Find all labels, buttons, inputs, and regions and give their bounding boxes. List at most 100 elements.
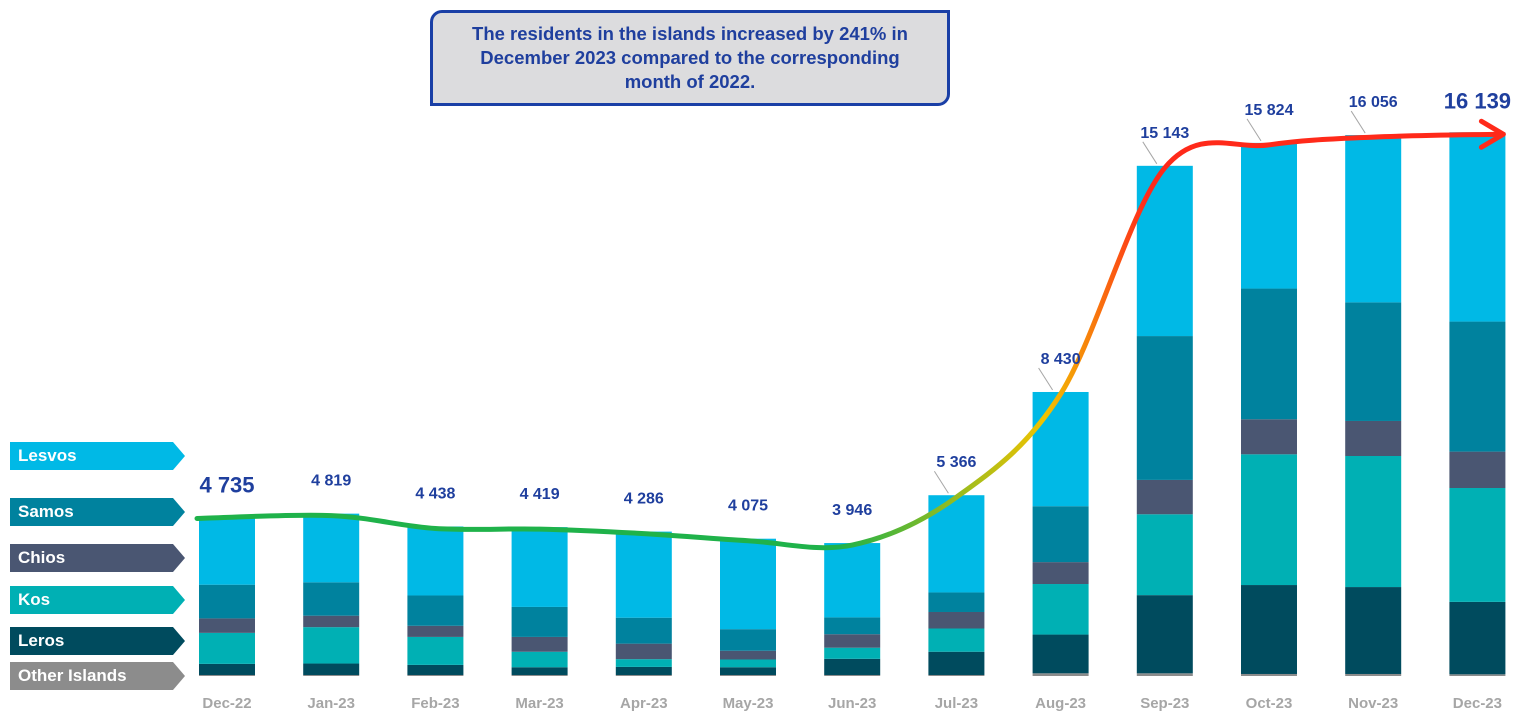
bar-segment-chios — [511, 636, 568, 652]
bar-segment-lesvos — [303, 513, 360, 583]
bar-stack-sep-23 — [1136, 165, 1193, 676]
legend-item-samos: Samos — [10, 498, 185, 526]
bar-stack-mar-23 — [511, 527, 568, 676]
bar-segment-chios — [615, 643, 672, 660]
x-tick-label: Oct-23 — [1246, 695, 1293, 712]
bar-segment-leros — [511, 667, 568, 675]
x-tick-label: May-23 — [723, 695, 774, 712]
bar-stack-jul-23 — [928, 495, 985, 676]
bar-segment-samos — [303, 582, 360, 616]
bar-segment-kos — [720, 659, 776, 668]
bar-segment-chios — [720, 650, 776, 660]
bar-segment-other-islands — [511, 674, 568, 676]
bar-segment-lesvos — [1449, 132, 1506, 322]
bar-segment-leros — [720, 667, 776, 675]
bars-group — [199, 132, 1506, 676]
legend-swatch — [10, 498, 185, 526]
bar-segment-leros — [615, 666, 672, 675]
total-labels-group: 4 735 4 819 4 438 4 419 4 286 4 075 3 946 5 366… — [199, 88, 1511, 519]
bar-segment-samos — [928, 592, 985, 612]
bar-segment-leros — [407, 664, 464, 675]
legend-label: Chios — [18, 548, 66, 567]
bar-segment-chios — [1136, 479, 1193, 515]
x-tick-label: Jul-23 — [935, 695, 978, 712]
legend-item-kos: Kos — [10, 586, 185, 614]
bar-segment-other-islands — [615, 674, 672, 676]
x-tick-label: Dec-22 — [202, 695, 251, 712]
bar-segment-samos — [615, 617, 672, 644]
legend-label: Other Islands — [18, 666, 127, 685]
bar-segment-lesvos — [407, 526, 464, 596]
legend-label: Samos — [18, 502, 74, 521]
bar-segment-samos — [1241, 288, 1297, 420]
bar-segment-other-islands — [824, 674, 881, 676]
bar-segment-leros — [199, 663, 255, 675]
bar-segment-chios — [303, 615, 360, 628]
bar-segment-kos — [199, 632, 255, 664]
legend-item-chios: Chios — [10, 544, 185, 572]
callout-text: The residents in the islands increased b… — [472, 23, 908, 92]
bar-stack-nov-23 — [1345, 135, 1402, 676]
bar-segment-leros — [928, 651, 985, 675]
legend-swatch — [10, 442, 185, 470]
bar-segment-chios — [928, 611, 985, 629]
bar-segment-leros — [1345, 587, 1402, 674]
trend-line — [194, 131, 1502, 551]
x-tick-label: Jun-23 — [828, 695, 876, 712]
x-tick-label: Apr-23 — [620, 695, 668, 712]
x-tick-label: Nov-23 — [1348, 695, 1398, 712]
bar-segment-other-islands — [928, 674, 985, 676]
bar-segment-other-islands — [199, 674, 255, 676]
bar-segment-kos — [1032, 584, 1089, 635]
bar-segment-chios — [1032, 562, 1089, 585]
total-data-label: 4 286 — [624, 491, 664, 508]
bar-segment-samos — [1449, 321, 1506, 452]
total-data-label: 4 819 — [311, 473, 351, 490]
bar-segment-samos — [407, 595, 464, 626]
total-data-label: 4 438 — [415, 485, 455, 502]
bar-stack-dec-22 — [199, 516, 255, 676]
bar-segment-other-islands — [1136, 673, 1193, 676]
legend-swatch — [10, 544, 185, 572]
leader-line — [1142, 141, 1158, 165]
leader-line — [1350, 110, 1366, 134]
x-tick-label: Aug-23 — [1035, 695, 1086, 712]
bar-segment-kos — [1449, 488, 1506, 602]
bar-segment-leros — [1032, 634, 1089, 674]
bar-segment-leros — [1241, 585, 1297, 674]
bar-segment-lesvos — [720, 538, 776, 630]
bar-segment-lesvos — [1345, 135, 1402, 303]
bar-stack-jan-23 — [303, 513, 360, 676]
bar-segment-lesvos — [615, 531, 672, 618]
x-tick-label: Jan-23 — [307, 695, 355, 712]
x-axis-labels-group: Dec-22 Jan-23 Feb-23 Mar-23 Apr-23 May-23 Jun-… — [202, 695, 1502, 712]
bar-segment-other-islands — [1241, 673, 1297, 676]
leader-line — [933, 470, 949, 494]
bar-segment-samos — [1032, 506, 1089, 563]
bar-segment-kos — [407, 636, 464, 665]
bar-segment-samos — [720, 629, 776, 651]
bar-segment-other-islands — [407, 674, 464, 676]
bar-segment-kos — [1241, 454, 1297, 586]
bar-segment-chios — [1449, 451, 1506, 489]
legend-swatch — [10, 627, 185, 655]
bar-segment-samos — [199, 584, 255, 619]
leader-lines-group — [933, 110, 1366, 494]
bar-segment-kos — [928, 628, 985, 652]
bar-segment-lesvos — [824, 543, 881, 618]
total-data-label: 4 075 — [728, 498, 768, 515]
x-tick-label: Dec-23 — [1453, 695, 1502, 712]
bar-segment-kos — [1136, 514, 1193, 596]
bar-segment-other-islands — [1449, 674, 1506, 676]
bar-segment-kos — [824, 647, 881, 659]
total-data-label: 3 946 — [832, 502, 872, 519]
bar-segment-lesvos — [1241, 142, 1297, 289]
bar-segment-kos — [1345, 456, 1402, 588]
legend-item-lesvos: Lesvos — [10, 442, 185, 470]
legend-label: Lesvos — [18, 446, 77, 465]
legend-item-leros: Leros — [10, 627, 185, 655]
total-data-label: 4 419 — [520, 486, 560, 503]
legend-label: Kos — [18, 590, 51, 609]
bar-segment-chios — [1241, 419, 1297, 455]
